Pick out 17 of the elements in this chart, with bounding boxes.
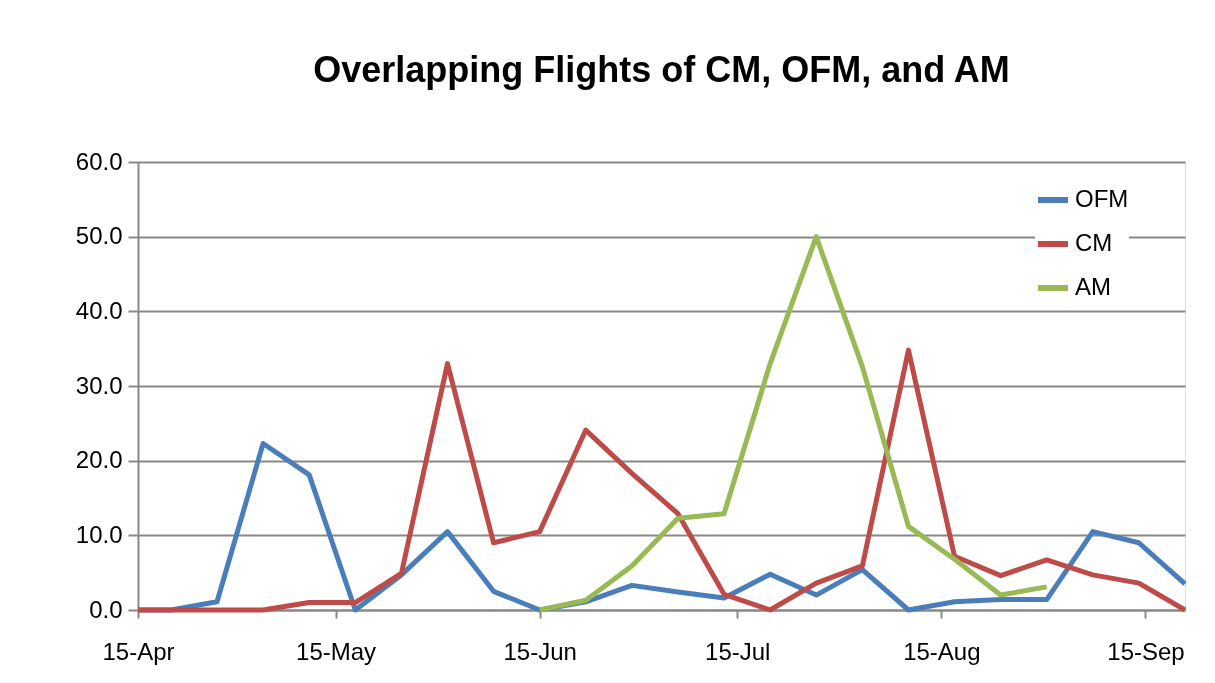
y-tick-label: 30.0 [75,371,123,399]
y-tick-label: 20.0 [75,446,123,474]
x-tick-label: 15-Sep [1107,637,1185,665]
x-tick-label: 15-Apr [102,637,175,665]
y-tick-label: 60.0 [75,147,123,175]
legend-label: CM [1075,229,1113,256]
legend-label: AM [1075,273,1111,300]
y-tick-label: 0.0 [89,595,123,623]
legend-label: OFM [1075,185,1129,212]
x-tick-label: 15-Aug [903,637,981,665]
x-tick-label: 15-Jun [503,637,577,665]
x-tick-label: 15-May [296,637,377,665]
x-tick-label: 15-Jul [705,637,771,665]
y-tick-label: 10.0 [75,520,123,548]
y-tick-label: 50.0 [75,222,123,250]
chart-title: Overlapping Flights of CM, OFM, and AM [313,49,1010,90]
y-tick-label: 40.0 [75,296,123,324]
